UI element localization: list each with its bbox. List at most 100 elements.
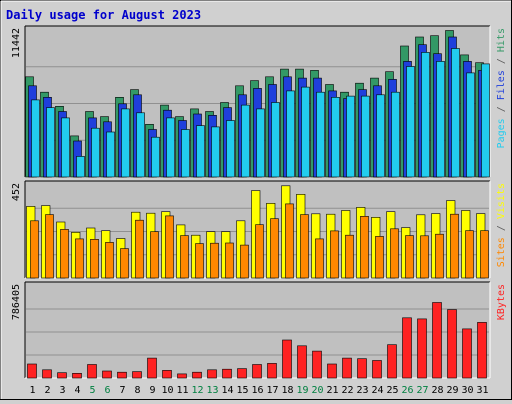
bar-sites-day-31 [480,230,489,279]
x-tick-label-day-25: 25 [386,385,398,396]
bar-kbytes-day-4 [72,372,82,379]
x-tick-label-day-30: 30 [461,385,473,396]
bar-kbytes-day-31 [477,322,487,379]
x-tick-label-day-4: 4 [74,385,80,396]
bar-pages-day-5 [91,127,100,178]
bar-sites-day-11 [180,235,189,279]
side-label-part: / [496,219,507,237]
bar-pages-day-15 [241,104,250,178]
y-max-label-pages-files-hits: 11442 [11,28,22,58]
x-tick-label-day-23: 23 [356,385,368,396]
bar-pages-day-22 [346,95,355,178]
bar-sites-day-4 [75,238,84,279]
bar-kbytes-day-24 [372,360,382,379]
bar-kbytes-day-23 [357,358,367,379]
bar-pages-day-14 [226,120,235,178]
bar-kbytes-day-27 [417,318,427,379]
bar-pages-day-8 [136,112,145,178]
side-label-kbytes: KBytes [496,284,507,320]
bar-kbytes-day-25 [387,344,397,379]
bar-sites-day-21 [330,230,339,279]
bar-kbytes-day-9 [147,357,157,379]
bar-pages-day-28 [436,61,445,178]
bar-kbytes-day-22 [342,357,352,379]
bar-sites-day-8 [135,219,144,279]
x-tick-label-day-19: 19 [296,385,308,396]
x-tick-label-day-11: 11 [176,385,188,396]
bar-pages-day-31 [481,63,490,178]
bar-pages-day-26 [406,66,415,178]
x-tick-label-day-24: 24 [371,385,383,396]
x-tick-label-day-2: 2 [44,385,50,396]
bar-sites-day-23 [360,216,369,279]
bar-pages-day-24 [376,94,385,178]
x-tick-label-day-15: 15 [236,385,248,396]
bar-sites-day-22 [345,234,354,279]
bar-sites-day-10 [165,215,174,279]
bar-kbytes-day-2 [42,369,52,379]
x-tick-label-day-21: 21 [326,385,338,396]
bar-kbytes-day-19 [297,345,307,379]
x-tick-label-day-27: 27 [416,385,428,396]
bar-pages-day-16 [256,108,265,178]
bar-kbytes-day-14 [222,368,232,379]
bar-sites-day-9 [150,231,159,279]
bar-sites-day-24 [375,236,384,279]
x-axis-labels: 1 2 3 4 5 6 7 8 9 10 11 12 13 14 15 16 17 18 19 20 21 22 23 24 2… [29,385,488,396]
bar-pages-day-20 [316,91,325,178]
bar-pages-day-30 [466,72,475,178]
bar-kbytes-day-26 [402,317,412,379]
bar-kbytes-day-10 [162,370,172,379]
side-label-part: Hits [496,28,507,52]
bar-sites-day-20 [315,238,324,279]
bar-kbytes-day-17 [267,363,277,379]
bar-kbytes-day-21 [327,363,337,379]
bar-kbytes-day-6 [102,370,112,379]
x-tick-label-day-26: 26 [401,385,413,396]
bar-kbytes-day-1 [27,363,37,379]
x-tick-label-day-17: 17 [266,385,278,396]
bar-pages-day-23 [361,95,370,178]
bar-kbytes-day-11 [177,373,187,379]
side-label-part: / [496,52,507,70]
bar-kbytes-day-30 [462,328,472,379]
bar-pages-day-11 [181,129,190,178]
x-tick-label-day-18: 18 [281,385,293,396]
bar-sites-day-27 [420,235,429,279]
bar-pages-day-13 [211,126,220,178]
bar-sites-day-5 [90,239,99,279]
bar-sites-day-7 [120,248,129,279]
x-tick-label-day-31: 31 [476,385,488,396]
x-tick-label-day-10: 10 [161,385,173,396]
bar-sites-day-16 [255,224,264,279]
bar-sites-day-2 [45,214,54,279]
bar-kbytes-day-16 [252,364,262,379]
side-label-part: Pages [496,118,507,148]
side-label-part: / [496,100,507,118]
bar-kbytes-day-5 [87,364,97,379]
x-tick-label-day-9: 9 [149,385,155,396]
bar-kbytes-day-13 [207,369,217,379]
bar-pages-day-3 [61,117,70,178]
bar-kbytes-day-20 [312,350,322,379]
bar-sites-day-6 [105,242,114,279]
x-tick-label-day-29: 29 [446,385,458,396]
bar-pages-day-29 [451,48,460,178]
bar-kbytes-day-8 [132,371,142,379]
bar-pages-day-2 [46,107,55,178]
bar-kbytes-day-3 [57,372,67,379]
x-tick-label-day-20: 20 [311,385,323,396]
panel-pages-files-hits: 11442 Pages / Files / Hits [11,25,507,178]
bar-sites-day-3 [60,229,69,279]
bar-pages-day-19 [301,86,310,178]
bar-pages-day-4 [76,156,85,178]
bar-pages-day-17 [271,102,280,178]
x-tick-label-day-13: 13 [206,385,218,396]
x-tick-label-day-3: 3 [59,385,65,396]
chart-panels: 11442 Pages / Files / Hits 452 Sites / Visi… [11,25,507,379]
bar-sites-day-17 [270,218,279,279]
bar-sites-day-28 [435,233,444,279]
bar-sites-day-19 [300,214,309,279]
bar-pages-day-25 [391,91,400,178]
